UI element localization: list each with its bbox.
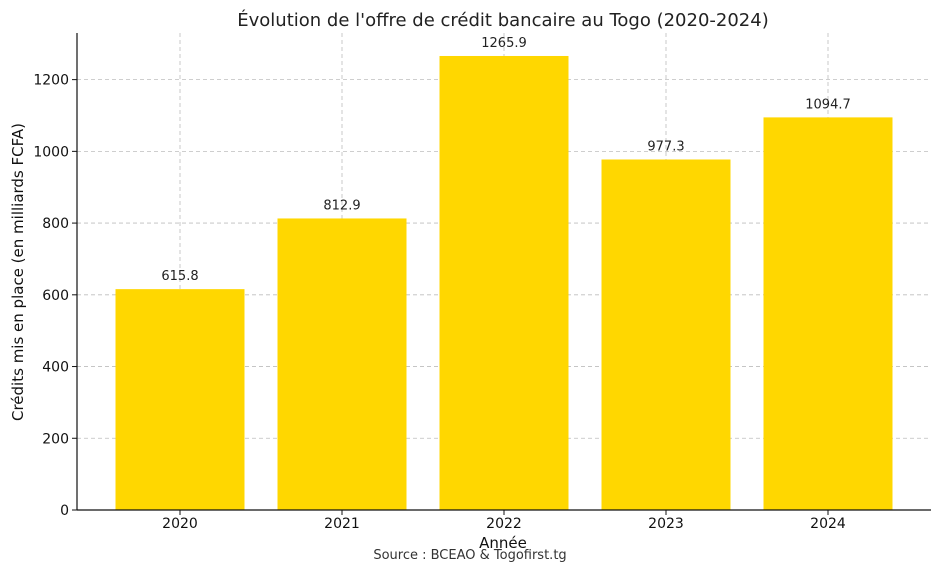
bar-2020: [115, 289, 245, 510]
axes: 0 200 400 600 800 1000 1200 2020 2021 2022 2023 202…: [33, 33, 931, 532]
x-axis-title: Année: [479, 534, 527, 552]
y-tick-label: 600: [42, 288, 69, 304]
x-tick-label: 2021: [324, 516, 360, 532]
x-tick-label: 2023: [648, 516, 684, 532]
y-tick-label: 0: [60, 503, 69, 519]
x-tick-label: 2020: [162, 516, 198, 532]
x-tick-label: 2022: [486, 516, 522, 532]
source-note: Source : BCEAO & Togofirst.tg: [373, 548, 566, 563]
y-tick-label: 1200: [33, 73, 69, 89]
value-label: 1094.7: [805, 97, 851, 112]
x-tick-label: 2024: [810, 516, 846, 532]
bar-2022: [439, 55, 569, 510]
value-label: 615.8: [161, 269, 198, 284]
value-label: 812.9: [323, 198, 360, 213]
bar-2021: [277, 218, 407, 510]
y-tick-label: 800: [42, 216, 69, 232]
y-axis-title: Crédits mis en place (en milliards FCFA): [9, 123, 27, 421]
chart-title: Évolution de l'offre de crédit bancaire …: [237, 9, 768, 31]
y-tick-label: 400: [42, 360, 69, 376]
y-tick-label: 1000: [33, 144, 69, 160]
y-tick-label: 200: [42, 431, 69, 447]
bars: [115, 55, 893, 510]
value-labels: 615.8 812.9 1265.9 977.3 1094.7: [161, 36, 850, 284]
value-label: 977.3: [647, 139, 684, 154]
bar-2023: [601, 159, 731, 510]
value-label: 1265.9: [481, 36, 527, 51]
bar-2024: [763, 117, 893, 510]
